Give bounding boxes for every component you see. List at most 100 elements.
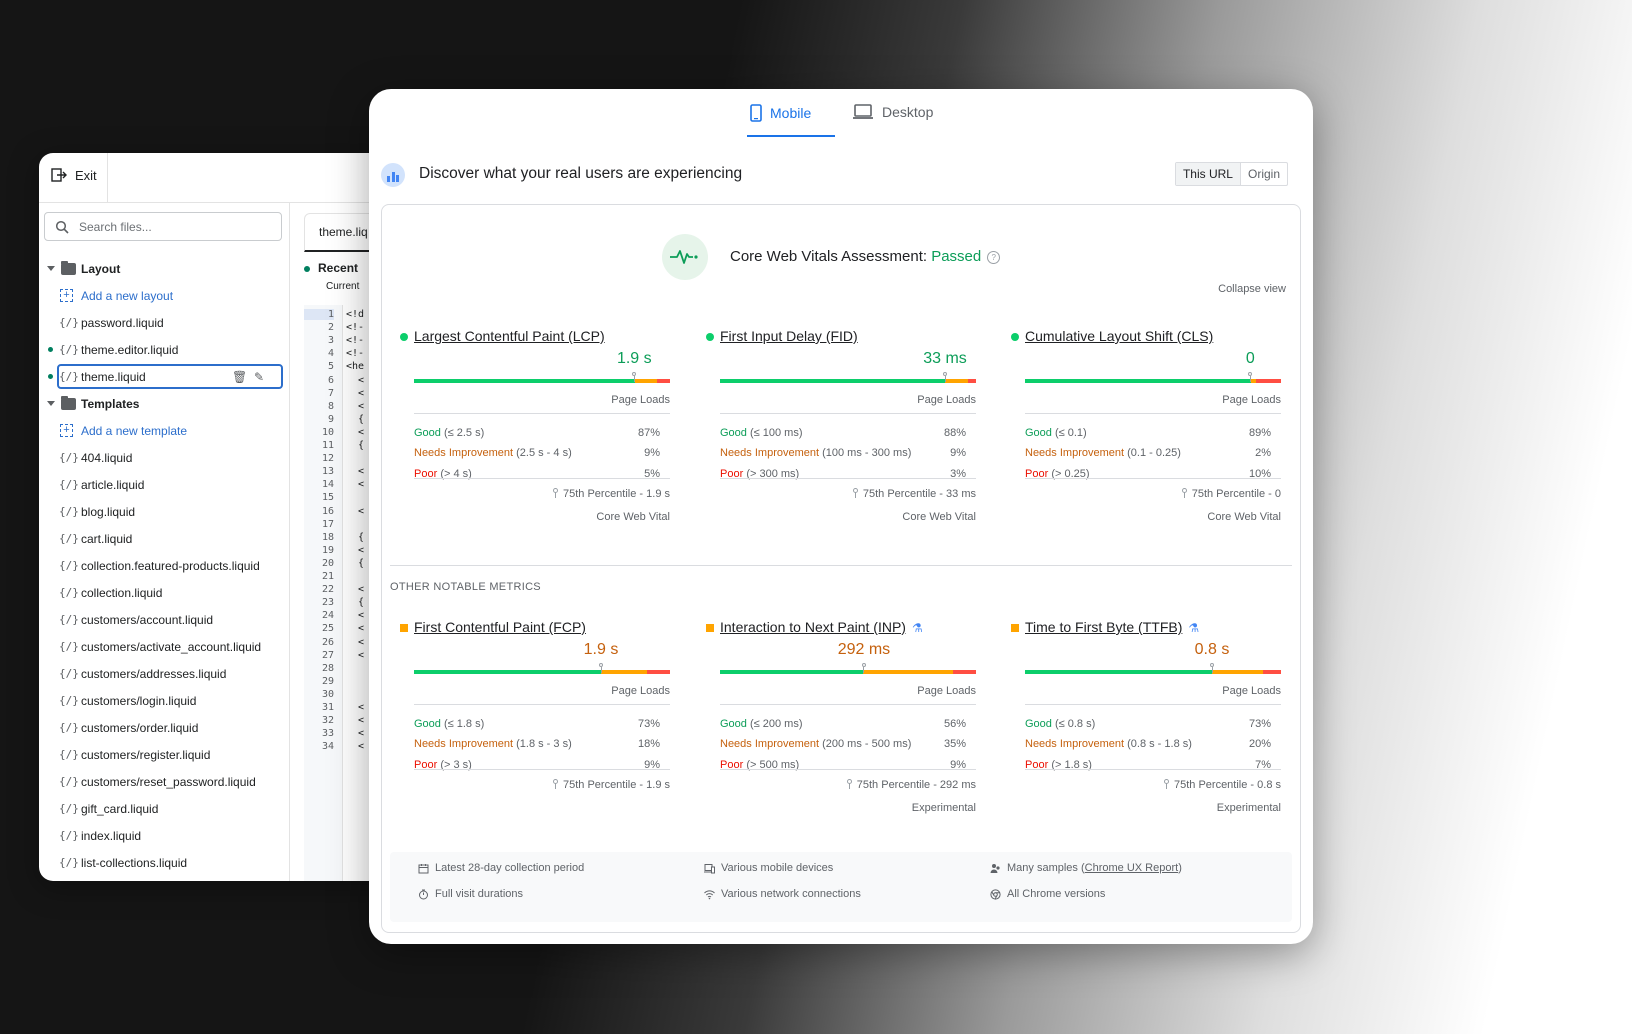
metric-title[interactable]: First Contentful Paint (FCP) — [414, 619, 586, 635]
distribution-row: Needs Improvement (0.1 - 0.25) 2% — [1025, 447, 1281, 459]
distribution-row: Needs Improvement (0.8 s - 1.8 s) 20% — [1025, 738, 1281, 750]
rating-indicator — [706, 624, 714, 632]
file-row[interactable]: {/} customers/register.liquid — [39, 741, 289, 768]
metric-title[interactable]: Cumulative Layout Shift (CLS) — [1025, 328, 1214, 344]
file-row[interactable]: {/} password.liquid — [39, 309, 289, 336]
file-row[interactable]: {/} customers/addresses.liquid — [39, 660, 289, 687]
editor-topbar: Exit — [39, 153, 479, 203]
folder-icon — [61, 395, 76, 410]
file-row[interactable]: {/} collection.featured-products.liquid — [39, 552, 289, 579]
file-row[interactable]: {/} blog.liquid — [39, 498, 289, 525]
percentile-label: 75th Percentile - 1.9 s — [552, 779, 670, 791]
tab-desktop[interactable]: Desktop — [852, 104, 933, 120]
recent-text: Recent — [318, 261, 359, 275]
metric-card: First Input Delay (FID) 33 ms Page Loads Go… — [706, 328, 986, 548]
liquid-file-icon: {/} — [59, 370, 79, 383]
exit-button[interactable]: Exit — [51, 167, 97, 183]
file-row[interactable]: {/} theme.liquid 🗑 ✎ — [39, 363, 289, 390]
liquid-file-icon: {/} — [59, 343, 79, 356]
line-number: 24 — [321, 610, 334, 622]
metric-title[interactable]: First Input Delay (FID) — [720, 328, 858, 344]
folder-row[interactable]: Templates — [39, 390, 289, 417]
file-name: password.liquid — [81, 315, 164, 330]
mobile-icon — [750, 104, 762, 122]
file-row[interactable]: {/} customers/login.liquid — [39, 687, 289, 714]
line-number: 8 — [327, 400, 334, 412]
file-name: customers/register.liquid — [81, 747, 211, 762]
rating-indicator — [400, 333, 408, 341]
footer-devices: Various mobile devices — [704, 862, 833, 874]
metric-value: 1.9 s — [616, 350, 652, 367]
bar-good — [720, 379, 946, 383]
help-icon[interactable]: ? — [987, 250, 1001, 264]
liquid-file-icon: {/} — [59, 478, 79, 491]
metric-separator — [720, 769, 976, 770]
line-number: 27 — [321, 649, 334, 661]
devices-icon — [704, 863, 715, 873]
file-row[interactable]: {/} customers/account.liquid — [39, 606, 289, 633]
chrome-icon — [990, 888, 1001, 900]
line-number: 20 — [321, 557, 334, 569]
code-line: { — [346, 597, 365, 609]
line-number: 9 — [327, 413, 334, 425]
distribution-percent: 9% — [950, 447, 966, 459]
crux-report-link[interactable]: Chrome UX Report — [1084, 862, 1179, 874]
trash-icon[interactable]: 🗑 — [232, 369, 248, 384]
file-sidebar: Layout+Add a new layout{/}password.liqui… — [39, 203, 290, 881]
tab-mobile[interactable]: Mobile — [750, 104, 811, 122]
add-file-icon: + — [60, 289, 73, 302]
pin-icon — [846, 779, 852, 789]
code-line: <he — [346, 361, 365, 373]
file-row[interactable]: {/} index.liquid — [39, 822, 289, 849]
folder-row[interactable]: Layout — [39, 255, 289, 282]
page-loads-label: Page Loads — [1222, 394, 1281, 406]
file-row[interactable]: {/} customers/activate_account.liquid — [39, 633, 289, 660]
line-number: 11 — [321, 440, 334, 451]
file-row[interactable]: {/} gift_card.liquid — [39, 795, 289, 822]
file-row[interactable]: {/} 404.liquid — [39, 444, 289, 471]
file-row[interactable]: {/} article.liquid — [39, 471, 289, 498]
file-tree: Layout + Add a new layout {/} password.liqui… — [39, 255, 289, 876]
distribution-row: Needs Improvement (200 ms - 500 ms) 35% — [720, 738, 976, 750]
flask-icon: ⚗ — [1188, 621, 1200, 635]
metric-card: First Contentful Paint (FCP) 1.9 s Page Lo… — [400, 619, 680, 839]
origin-toggle[interactable]: Origin — [1247, 167, 1280, 181]
distribution-row: Poor (> 0.25) 10% — [1025, 468, 1281, 480]
distribution-label: Poor (> 500 ms) — [720, 759, 800, 771]
distribution-row: Poor (> 3 s) 9% — [414, 759, 670, 771]
caret-down-icon[interactable] — [47, 401, 55, 406]
collapse-view-button[interactable]: Collapse view — [1218, 283, 1286, 295]
file-row[interactable]: {/} list-collections.liquid — [39, 849, 289, 876]
line-number: 1 — [304, 309, 334, 320]
page-loads-label: Page Loads — [917, 685, 976, 697]
metric-title[interactable]: Interaction to Next Paint (INP) ⚗ — [720, 619, 923, 635]
add-file-link[interactable]: + Add a new layout — [39, 282, 289, 309]
file-row[interactable]: {/} customers/reset_password.liquid — [39, 768, 289, 795]
metric-separator — [1025, 478, 1281, 479]
pin-icon — [1181, 488, 1187, 498]
pin-icon — [552, 779, 558, 789]
file-row[interactable]: {/} customers/order.liquid — [39, 714, 289, 741]
pencil-icon[interactable]: ✎ — [254, 369, 265, 384]
line-number: 2 — [327, 322, 334, 334]
file-row[interactable]: {/} cart.liquid — [39, 525, 289, 552]
percentile-marker-icon — [943, 372, 948, 382]
metric-title[interactable]: Largest Contentful Paint (LCP) — [414, 328, 605, 344]
line-number: 15 — [321, 492, 334, 504]
url-origin-toggle: This URL Origin — [1174, 162, 1288, 186]
caret-down-icon[interactable] — [47, 266, 55, 271]
users-icon — [990, 863, 1000, 873]
file-row[interactable]: {/} theme.editor.liquid — [39, 336, 289, 363]
liquid-file-icon: {/} — [59, 802, 79, 815]
add-file-link[interactable]: + Add a new template — [39, 417, 289, 444]
metric-value: 292 ms — [837, 641, 891, 658]
line-number: 18 — [321, 531, 334, 543]
footer-durations: Full visit durations — [418, 888, 523, 900]
this-url-toggle[interactable]: This URL — [1175, 163, 1241, 185]
metric-separator — [720, 413, 976, 414]
distribution-label: Poor (> 300 ms) — [720, 468, 800, 480]
file-row[interactable]: {/} collection.liquid — [39, 579, 289, 606]
file-name: list-collections.liquid — [81, 855, 188, 870]
metric-title[interactable]: Time to First Byte (TTFB) ⚗ — [1025, 619, 1200, 635]
search-input[interactable] — [77, 218, 261, 235]
